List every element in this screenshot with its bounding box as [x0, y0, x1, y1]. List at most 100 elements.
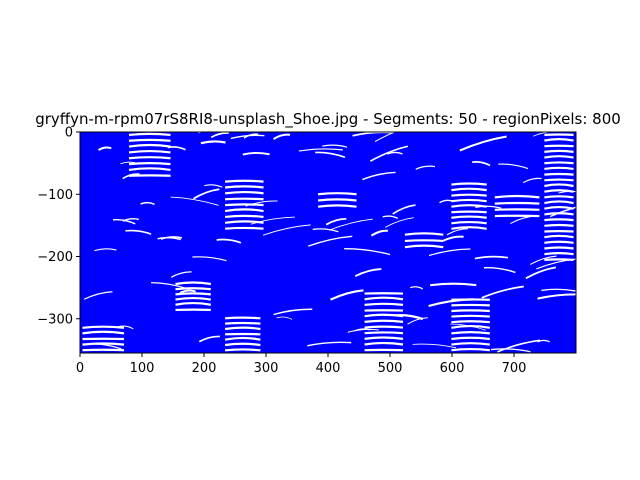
segment-sliver	[200, 140, 226, 145]
segment-sliver	[243, 133, 259, 139]
segment-gap	[82, 325, 125, 329]
segment-sliver	[307, 341, 352, 347]
segment-gap	[224, 185, 264, 189]
segment-gap	[317, 192, 357, 196]
segment-sliver	[179, 289, 196, 294]
segment-sliver	[330, 289, 364, 301]
segment-sliver	[272, 133, 291, 140]
segment-sliver	[198, 335, 220, 343]
segment-gap	[451, 336, 490, 341]
segment-gap	[128, 132, 171, 137]
segment-sliver	[536, 258, 576, 270]
segment-gap	[364, 296, 404, 301]
segment-gap	[451, 342, 490, 346]
segment-gap	[451, 193, 487, 197]
segment-gap	[544, 149, 574, 153]
segment-gap	[224, 348, 261, 352]
segment-gap	[451, 198, 487, 203]
x-tick-label: 200	[192, 361, 217, 376]
segment-sliver	[347, 328, 379, 333]
segment-sliver	[407, 317, 428, 325]
segment-gap	[364, 331, 404, 335]
y-tick-label: −300	[37, 312, 73, 327]
segment-sliver	[525, 266, 556, 280]
segment-gap	[451, 347, 490, 352]
segment-sliver	[490, 348, 531, 353]
segment-gap	[544, 172, 574, 176]
segment-sliver	[471, 161, 491, 167]
segment-gap	[175, 296, 212, 301]
segment-sliver	[439, 199, 453, 204]
segment-gap	[224, 208, 264, 213]
segment-gap	[544, 178, 574, 182]
segment-sliver	[167, 146, 186, 151]
segment-gap	[544, 161, 574, 165]
segment-sliver	[170, 271, 192, 278]
segment-sliver	[474, 255, 509, 260]
segment-gap	[224, 226, 264, 230]
segment-sliver	[315, 151, 346, 159]
segment-gap	[404, 244, 444, 249]
y-tick-label: −200	[37, 250, 73, 265]
segment-sliver	[262, 224, 311, 236]
segment-sliver	[94, 248, 117, 252]
segment-contours	[80, 132, 576, 353]
segment-sliver	[498, 163, 529, 170]
segment-gap	[175, 301, 212, 306]
segment-fill	[80, 132, 576, 353]
segment-gap	[224, 179, 264, 183]
segment-gap	[128, 143, 171, 148]
segment-gap	[544, 195, 574, 199]
segment-sliver	[510, 215, 537, 224]
segment-sliver	[483, 266, 516, 274]
segment-sliver	[384, 217, 414, 228]
segment-gap	[451, 210, 487, 214]
segment-sliver	[475, 205, 502, 209]
segment-gap	[404, 239, 444, 243]
segment-sliver	[537, 339, 550, 343]
segment-sliver	[558, 190, 576, 194]
segment-sliver	[204, 184, 223, 188]
segment-sliver	[328, 218, 373, 231]
segment-gap	[224, 342, 261, 347]
y-tick-label: 0	[65, 126, 73, 141]
segment-sliver	[362, 171, 396, 181]
segment-gap	[451, 320, 490, 324]
segment-sliver	[298, 148, 343, 152]
segment-sliver	[370, 229, 388, 237]
segment-sliver	[532, 132, 557, 137]
segment-gap	[544, 246, 574, 250]
segment-gap	[128, 138, 171, 142]
segment-gap	[128, 162, 171, 166]
segment-sliver	[354, 268, 382, 278]
segment-sliver	[210, 132, 229, 139]
segment-gap	[175, 281, 212, 286]
segment-sliver	[325, 218, 347, 226]
segment-sliver	[428, 248, 471, 257]
segment-sliver	[125, 229, 152, 235]
segment-sliver	[369, 145, 409, 162]
segment-gap	[128, 149, 171, 154]
segment-gap	[317, 204, 357, 208]
segment-sliver	[415, 165, 436, 170]
segment-sliver	[322, 144, 348, 148]
segment-gap	[544, 240, 574, 244]
segment-sliver	[122, 173, 140, 180]
y-axis: 0 −100 −200 −300	[37, 126, 80, 327]
segment-gap	[544, 155, 574, 159]
segment-gap	[544, 166, 574, 171]
segment-sliver	[193, 188, 220, 200]
segment-gap	[451, 331, 490, 335]
segment-sliver	[113, 218, 136, 225]
segment-gap	[364, 336, 404, 340]
segment-gap	[224, 214, 264, 219]
segment-sliver	[354, 328, 371, 332]
segment-gap	[494, 194, 540, 199]
x-tick-label: 400	[316, 361, 341, 376]
segment-sliver	[529, 255, 557, 265]
segment-sliver	[170, 196, 219, 206]
segment-sliver	[387, 151, 403, 155]
segment-gap	[224, 190, 264, 195]
segment-gap	[544, 234, 574, 239]
